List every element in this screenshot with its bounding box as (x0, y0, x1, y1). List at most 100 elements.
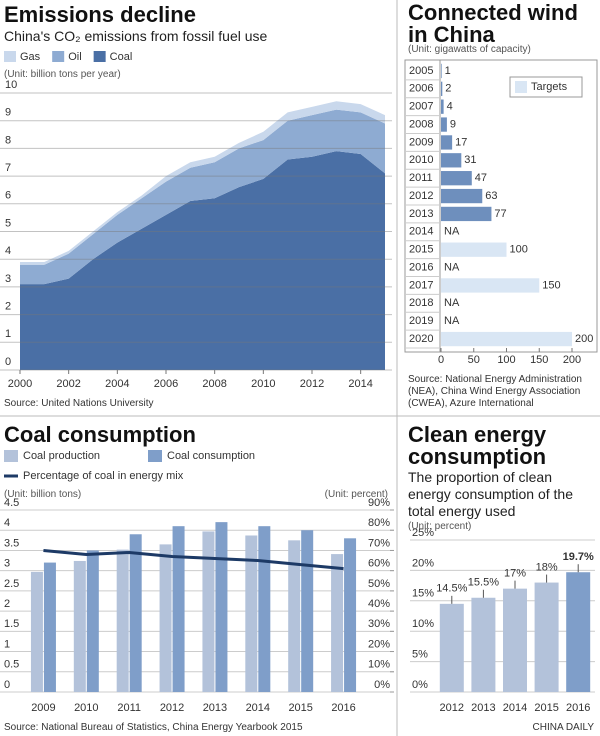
y-tick-label: 2006 (409, 83, 433, 95)
x-tick-label: 0 (438, 354, 444, 366)
y2-tick-label: 80% (368, 517, 390, 529)
y-tick-label: 5 (5, 217, 11, 229)
x-tick-label: 50 (468, 354, 480, 366)
y-tick-label: 7 (5, 162, 11, 174)
y-tick-label: 10% (412, 618, 434, 630)
legend-label: Percentage of coal in energy mix (23, 470, 184, 482)
source: Source: National Energy Administration (… (408, 374, 582, 409)
value-label: 31 (464, 154, 476, 166)
bar (441, 278, 540, 293)
y2-tick-label: 30% (368, 618, 390, 630)
y-tick-label: 2011 (409, 172, 433, 184)
bar (441, 188, 483, 204)
axis-unit: (Unit: billion tons) (4, 489, 82, 500)
bar (439, 603, 464, 692)
x-tick-label: 2002 (56, 378, 80, 390)
bar (471, 597, 496, 692)
bar (43, 562, 56, 692)
y-tick-label: 2020 (409, 333, 433, 345)
bar (344, 538, 357, 692)
y2-tick-label: 70% (368, 537, 390, 549)
bar (441, 63, 442, 79)
y-tick-label: 2013 (409, 208, 433, 220)
value-label: NA (444, 297, 460, 309)
area (20, 109, 385, 285)
x-tick-label: 150 (530, 354, 548, 366)
value-label: 77 (494, 208, 506, 220)
y-tick-label: 2017 (409, 279, 433, 291)
legend-frame (509, 76, 583, 98)
value-label: 150 (542, 279, 560, 291)
bar (441, 135, 453, 150)
value-label: 14.5% (436, 583, 467, 595)
x-tick-label: 2010 (74, 702, 98, 714)
x-tick-label: 100 (497, 354, 515, 366)
y-tick-label: 0.5 (4, 659, 19, 671)
value-label: 19.7% (563, 551, 594, 563)
value-label: 18% (536, 561, 558, 573)
wind-frame (404, 59, 598, 353)
y-tick-label: 2005 (409, 65, 433, 77)
y-tick-label: 8 (5, 134, 11, 146)
y-tick-label: 2008 (409, 118, 433, 130)
x-tick-label: 2012 (160, 702, 184, 714)
y2-tick-label: 90% (368, 497, 390, 509)
y-tick-label: 6 (5, 190, 11, 202)
legend-label: Oil (68, 51, 81, 63)
bar (331, 554, 344, 692)
x-tick-label: 2015 (288, 702, 312, 714)
y2-tick-label: 50% (368, 578, 390, 590)
x-tick-label: 2011 (117, 702, 141, 714)
legend-swatch (93, 51, 106, 62)
value-label: 100 (510, 244, 528, 256)
y-tick-label: 20% (412, 557, 434, 569)
y2-tick-label: 60% (368, 558, 390, 570)
y-tick-label: 3 (4, 558, 10, 570)
source: Source: United Nations University (4, 398, 154, 409)
x-tick-label: 2016 (566, 702, 590, 714)
bar (441, 331, 572, 347)
chart-title: Clean energy consumption (408, 422, 547, 469)
value-label: NA (444, 315, 460, 327)
axis-unit: (Unit: percent) (324, 489, 388, 500)
bar (258, 526, 271, 692)
x-tick-label: 2014 (348, 378, 372, 390)
y2-tick-label: 40% (368, 598, 390, 610)
chart-title: Coal consumption (4, 422, 196, 447)
y-tick-label: 1 (5, 328, 11, 340)
bar (301, 530, 314, 692)
legend-label: Gas (20, 51, 41, 63)
bar (441, 117, 447, 132)
legend-swatch (4, 450, 18, 462)
y-tick-label: 1 (4, 638, 10, 650)
value-label: NA (444, 226, 460, 238)
x-tick-label: 2012 (440, 702, 464, 714)
x-tick-label: 2014 (503, 702, 527, 714)
y-tick-label: 0 (5, 356, 11, 368)
chart-title: Connected wind in China (408, 0, 578, 47)
y-tick-label: 4 (4, 517, 10, 529)
bar (86, 550, 99, 692)
bar (245, 535, 258, 692)
y-tick-label: 1.5 (4, 618, 19, 630)
source: Source: National Bureau of Statistics, C… (4, 722, 303, 733)
y-tick-label: 5% (412, 649, 428, 661)
y-tick-label: 25% (412, 527, 434, 539)
bar (129, 534, 142, 692)
y-tick-label: 2009 (409, 136, 433, 148)
y-tick-label: 2012 (409, 190, 433, 202)
x-tick-label: 200 (563, 354, 581, 366)
bar (288, 540, 301, 692)
axis-unit: (Unit: billion tons per year) (4, 69, 121, 80)
credit: CHINA DAILY (532, 722, 595, 733)
y2-tick-label: 10% (368, 659, 390, 671)
value-label: 4 (447, 101, 453, 113)
bar (116, 549, 129, 692)
bar (215, 522, 228, 692)
value-label: 9 (450, 118, 456, 130)
value-label: 1 (445, 65, 451, 77)
chart-subtitle: The proportion of clean energy consumpti… (408, 469, 573, 519)
value-label: 17% (504, 568, 526, 580)
area (20, 151, 385, 370)
